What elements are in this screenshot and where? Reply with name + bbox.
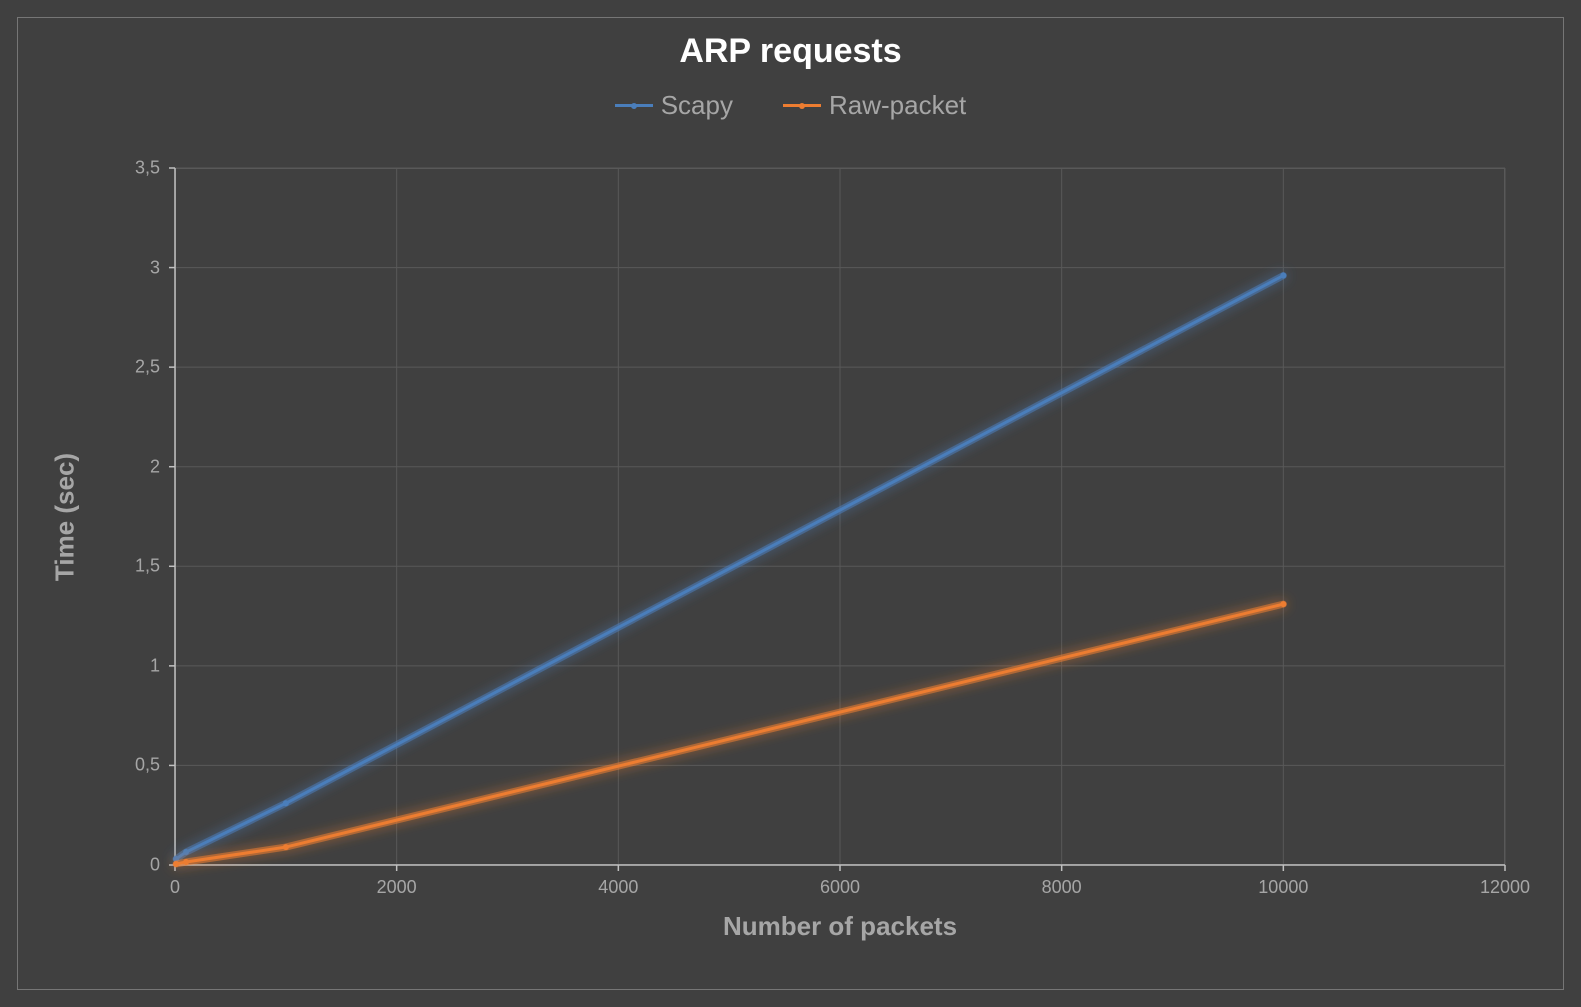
y-axis-title: Time (sec) bbox=[50, 452, 81, 580]
x-axis-title: Number of packets bbox=[723, 911, 957, 942]
y-tick-label: 0 bbox=[120, 855, 160, 876]
x-tick-label: 6000 bbox=[820, 877, 860, 898]
y-tick-label: 2,5 bbox=[120, 357, 160, 378]
plot-area bbox=[175, 168, 1505, 865]
y-tick-label: 3 bbox=[120, 257, 160, 278]
chart-container: ARP requests ScapyRaw-packet Time (sec) … bbox=[0, 0, 1581, 1007]
legend-item: Raw-packet bbox=[783, 90, 966, 121]
x-tick-label: 4000 bbox=[598, 877, 638, 898]
chart-title: ARP requests bbox=[0, 32, 1581, 71]
x-tick-label: 10000 bbox=[1258, 877, 1308, 898]
x-tick-label: 2000 bbox=[377, 877, 417, 898]
y-tick-label: 1 bbox=[120, 655, 160, 676]
legend-label: Raw-packet bbox=[829, 90, 966, 121]
legend-swatch bbox=[615, 104, 653, 107]
y-tick-label: 1,5 bbox=[120, 556, 160, 577]
x-tick-label: 0 bbox=[170, 877, 180, 898]
y-tick-label: 0,5 bbox=[120, 755, 160, 776]
x-tick-label: 12000 bbox=[1480, 877, 1530, 898]
chart-legend: Scapy Raw-packet bbox=[0, 90, 1581, 121]
legend-label: Scapy bbox=[661, 90, 733, 121]
y-tick-label: 2 bbox=[120, 456, 160, 477]
legend-item: Scapy bbox=[615, 90, 733, 121]
legend-swatch bbox=[783, 104, 821, 107]
x-tick-label: 8000 bbox=[1042, 877, 1082, 898]
y-tick-label: 3,5 bbox=[120, 158, 160, 179]
